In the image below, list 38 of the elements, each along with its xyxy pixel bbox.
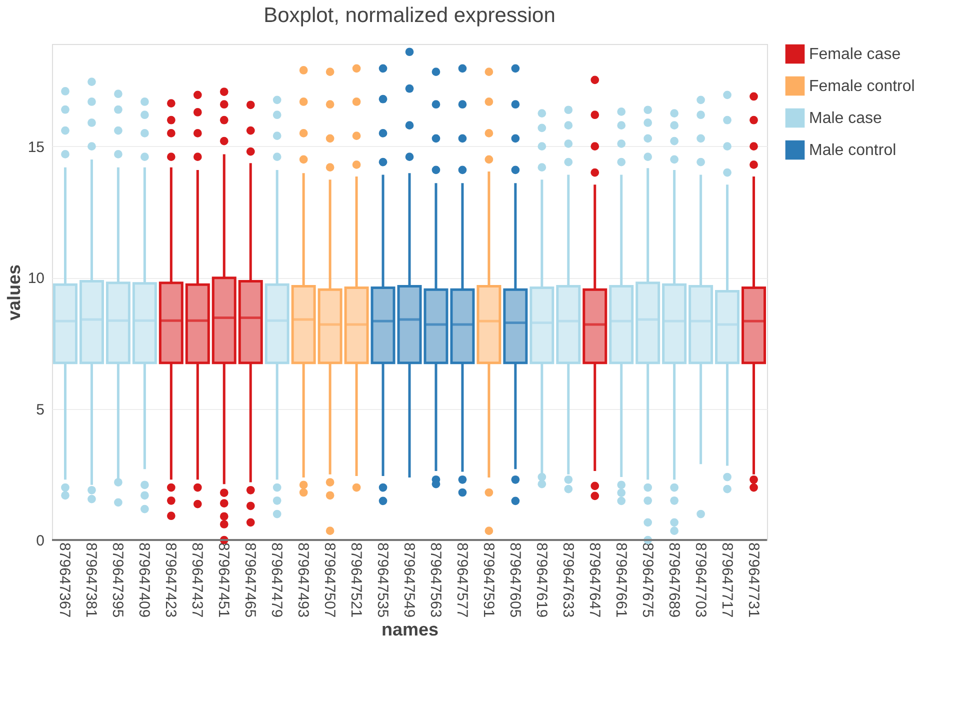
x-tick-label: 879647437 [188, 542, 206, 618]
x-tick-label: 879647675 [638, 542, 656, 618]
x-tick-label: 879647731 [744, 542, 762, 618]
x-tick-label: 879647493 [294, 542, 312, 618]
x-tick-label: 879647661 [612, 542, 630, 618]
x-tick-label: 879647703 [692, 542, 709, 618]
y-tick-label: 0 [36, 532, 44, 550]
legend-label: Female case [809, 46, 901, 63]
y-tick-label: 10 [28, 270, 44, 288]
legend-label: Male case [809, 110, 882, 127]
y-tick-label: 15 [28, 138, 44, 156]
x-tick-label: 879647689 [665, 542, 682, 618]
x-axis-title: names [381, 620, 439, 640]
x-tick-label: 879647549 [400, 542, 418, 618]
x-tick-label: 879647381 [82, 542, 100, 618]
x-tick-label: 879647409 [136, 542, 153, 618]
legend-label: Male control [809, 142, 896, 159]
x-tick-label: 879647619 [532, 542, 550, 618]
x-tick-label: 879647451 [215, 542, 232, 618]
chart-title: Boxplot, normalized expression [264, 4, 556, 27]
x-tick-label: 879647507 [321, 542, 338, 618]
x-tick-label: 879647591 [480, 542, 497, 618]
x-tick-label: 879647395 [109, 542, 126, 618]
y-tick-label: 5 [36, 401, 44, 418]
x-tick-label: 879647647 [586, 542, 603, 618]
x-tick-label: 879647577 [453, 542, 470, 618]
y-axis-title: values [4, 264, 24, 321]
x-tick-label: 879647423 [162, 542, 180, 618]
x-tick-label: 879647535 [374, 542, 392, 618]
x-tick-label: 879647465 [242, 542, 259, 618]
x-tick-label: 879647479 [268, 542, 286, 618]
legend-label: Female control [809, 78, 915, 95]
x-tick-label: 879647563 [426, 542, 444, 618]
x-tick-label: 879647367 [56, 542, 74, 618]
x-tick-label: 879647605 [506, 542, 524, 618]
x-tick-label: 879647717 [718, 542, 736, 618]
x-tick-label: 879647521 [348, 542, 365, 618]
x-tick-label: 879647633 [559, 542, 576, 618]
